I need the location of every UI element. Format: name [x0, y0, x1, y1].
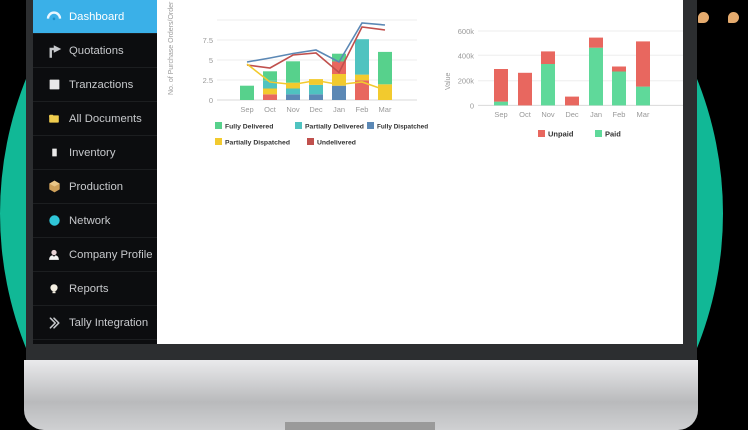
svg-text:600k: 600k: [458, 27, 475, 36]
svg-text:Unpaid: Unpaid: [548, 130, 574, 139]
svg-text:Sep: Sep: [494, 110, 507, 119]
svg-text:Dec: Dec: [565, 110, 579, 119]
svg-text:Feb: Feb: [613, 110, 626, 119]
svg-text:0: 0: [209, 96, 213, 105]
svg-text:Oct: Oct: [264, 105, 277, 114]
svg-text:Paid: Paid: [605, 130, 621, 139]
svg-text:Fully Dispatched: Fully Dispatched: [377, 124, 428, 131]
svg-text:0: 0: [470, 101, 474, 110]
svg-text:Dec: Dec: [309, 105, 323, 114]
svg-text:Mar: Mar: [379, 105, 392, 114]
svg-text:Mar: Mar: [637, 110, 650, 119]
svg-text:Partially Dispatched: Partially Dispatched: [225, 140, 290, 147]
svg-text:200k: 200k: [458, 77, 475, 86]
svg-text:Jan: Jan: [590, 110, 602, 119]
svg-text:Jan: Jan: [333, 105, 345, 114]
svg-text:2.5: 2.5: [203, 76, 213, 85]
svg-text:Nov: Nov: [286, 105, 300, 114]
svg-text:7.5: 7.5: [203, 36, 213, 45]
svg-text:Partially Delivered: Partially Delivered: [305, 124, 364, 131]
svg-text:Sep: Sep: [240, 105, 253, 114]
svg-text:400k: 400k: [458, 51, 475, 60]
svg-text:Value: Value: [445, 73, 452, 90]
svg-text:5: 5: [209, 56, 213, 65]
svg-text:Nov: Nov: [541, 110, 555, 119]
svg-text:Fully Delivered: Fully Delivered: [225, 124, 273, 131]
svg-text:Feb: Feb: [356, 105, 369, 114]
svg-text:No. of Purchase Orders/Order C: No. of Purchase Orders/Order Confirmatio…: [168, 0, 175, 95]
svg-text:Undelivered: Undelivered: [317, 140, 356, 147]
svg-text:Oct: Oct: [519, 110, 532, 119]
